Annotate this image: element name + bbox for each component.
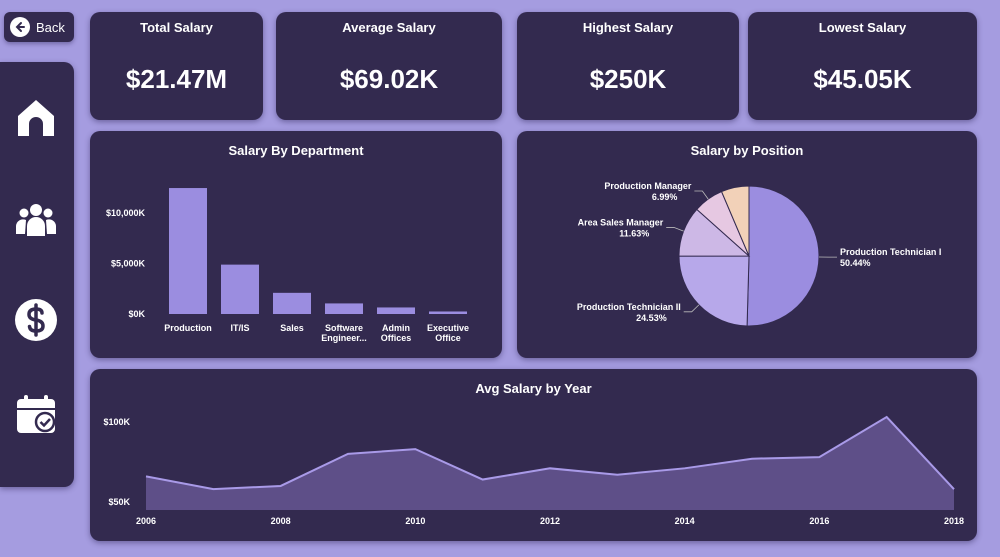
year-chart-card: Avg Salary by Year $50K $100K 2006 2008 2010…	[90, 369, 977, 541]
slice-percent: 11.63%	[619, 229, 649, 239]
category-label: Offices	[381, 333, 412, 343]
kpi-card-highest-salary: Highest Salary $250K	[517, 12, 739, 120]
slice-percent: 50.44%	[840, 258, 871, 268]
category-label: Production	[164, 323, 212, 333]
users-icon[interactable]	[14, 198, 58, 242]
kpi-card-total-salary: Total Salary $21.47M	[90, 12, 263, 120]
calendar-check-icon[interactable]	[14, 392, 58, 436]
category-label: Sales	[280, 323, 304, 333]
year-area-chart: $50K $100K 2006 2008 2010 2012 2014 2016 2018	[103, 415, 964, 526]
arrow-left-icon	[10, 17, 30, 37]
slice-percent: 24.53%	[636, 313, 667, 323]
bar	[325, 303, 363, 314]
x-tick-label: 2018	[944, 516, 964, 526]
category-label: Executive	[427, 323, 469, 333]
back-label: Back	[36, 19, 65, 35]
kpi-value: $250K	[589, 64, 667, 94]
bar	[377, 307, 415, 314]
x-tick-label: 2010	[405, 516, 425, 526]
dollar-icon[interactable]	[14, 298, 58, 342]
kpi-value: $21.47M	[125, 64, 228, 94]
home-icon[interactable]	[14, 96, 58, 140]
position-pie-chart: Production Technician I50.44% Production …	[577, 181, 941, 327]
leader-line	[666, 227, 684, 232]
slice-percent: 6.99%	[652, 192, 678, 202]
x-tick-label: 2006	[136, 516, 156, 526]
bar	[169, 188, 207, 314]
bar	[273, 292, 311, 314]
slice-label: Production Manager	[604, 181, 692, 191]
pie-slice	[746, 185, 820, 327]
kpi-title: Total Salary	[140, 20, 213, 35]
leader-line	[683, 304, 700, 313]
kpi-title: Average Salary	[342, 20, 436, 35]
category-label: Engineer...	[321, 333, 367, 343]
area-fill	[146, 417, 954, 510]
kpi-card-average-salary: Average Salary $69.02K	[276, 12, 502, 120]
kpi-value: $69.02K	[339, 64, 439, 94]
kpi-value: $45.05K	[813, 64, 912, 94]
category-label: Admin	[382, 323, 410, 333]
x-tick-label: 2008	[271, 516, 291, 526]
y-tick-label: $100K	[103, 417, 130, 427]
slice-label: Production Technician I	[840, 247, 941, 257]
sidebar-nav	[0, 62, 74, 487]
position-chart-card: Salary by Position Production Technician…	[517, 131, 977, 358]
area-line	[145, 415, 955, 491]
y-tick-label: $5,000K	[111, 259, 146, 269]
category-label: IT/IS	[230, 323, 249, 333]
category-label: Office	[435, 333, 461, 343]
chart-title: Salary By Department	[228, 143, 364, 158]
kpi-card-lowest-salary: Lowest Salary $45.05K	[748, 12, 977, 120]
slice-label: Production Technician II	[577, 302, 681, 312]
department-chart-card: Salary By Department $0K $5,000K $10,000K P…	[90, 131, 502, 358]
pie-slice	[678, 255, 750, 327]
x-tick-label: 2014	[675, 516, 695, 526]
chart-title: Avg Salary by Year	[475, 381, 592, 396]
x-tick-label: 2016	[809, 516, 829, 526]
category-label: Software	[325, 323, 363, 333]
kpi-title: Highest Salary	[582, 20, 674, 35]
y-tick-label: $0K	[128, 309, 145, 319]
x-tick-label: 2012	[540, 516, 560, 526]
back-button[interactable]: Back	[4, 12, 74, 42]
y-tick-label: $50K	[108, 497, 130, 507]
bar	[429, 311, 467, 314]
y-tick-label: $10,000K	[106, 208, 146, 218]
leader-line	[694, 190, 709, 200]
chart-title: Salary by Position	[690, 143, 804, 158]
pie-slice	[720, 185, 750, 257]
kpi-title: Lowest Salary	[818, 20, 907, 35]
slice-label: Area Sales Manager	[578, 218, 664, 228]
bar	[221, 264, 259, 314]
department-bar-chart: $0K $5,000K $10,000K Production IT/IS Sales So…	[106, 188, 469, 343]
